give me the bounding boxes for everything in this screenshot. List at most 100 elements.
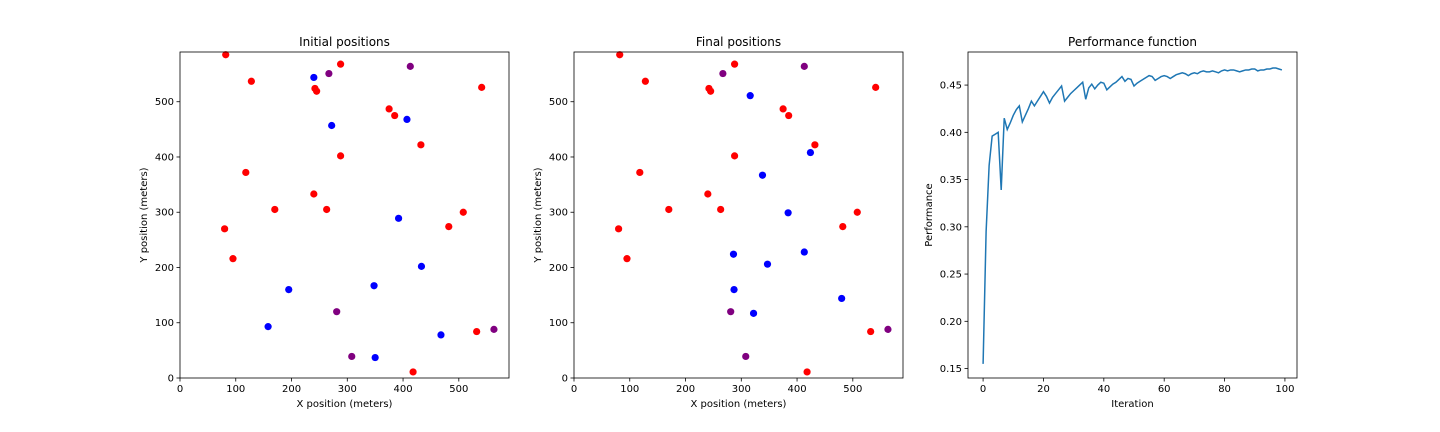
axes-frame xyxy=(967,51,1298,379)
x-axis-label: X position (meters) xyxy=(297,399,393,410)
red-point xyxy=(247,77,255,85)
red-point xyxy=(811,141,819,149)
red-point xyxy=(222,51,230,59)
x-tick-label: 100 xyxy=(620,384,639,395)
blue-point xyxy=(758,171,767,179)
blue-point xyxy=(371,353,379,362)
plot-title: Performance function xyxy=(1068,35,1197,49)
x-tick-label: 400 xyxy=(788,384,807,395)
y-tick-label: 200 xyxy=(155,263,174,274)
blue-point xyxy=(310,73,318,82)
y-tick-label: 0.40 xyxy=(940,128,962,139)
purple-point xyxy=(742,352,750,361)
y-axis-label: Performance xyxy=(924,183,935,246)
y-tick-label: 100 xyxy=(549,318,568,329)
red-point xyxy=(417,141,425,149)
y-tick-label: 400 xyxy=(155,152,174,163)
y-tick-label: 300 xyxy=(155,208,174,219)
x-tick-label: 0 xyxy=(177,384,183,395)
y-tick-label: 300 xyxy=(549,208,568,219)
x-axis-label: Iteration xyxy=(1111,399,1153,410)
red-point xyxy=(641,77,649,85)
x-tick-label: 40 xyxy=(1097,384,1110,395)
blue-point xyxy=(763,260,772,268)
red-point xyxy=(478,83,486,91)
blue-point xyxy=(746,92,754,100)
x-tick-label: 80 xyxy=(1218,384,1231,395)
red-point xyxy=(785,111,793,120)
red-point xyxy=(717,205,725,214)
purple-point xyxy=(490,325,498,333)
blue-point xyxy=(838,294,846,303)
x-tick-label: 100 xyxy=(1275,384,1294,395)
x-tick-label: 100 xyxy=(226,384,245,395)
purple-point xyxy=(348,352,356,361)
purple-point xyxy=(727,308,735,316)
purple-point xyxy=(719,69,727,78)
blue-point xyxy=(437,331,445,339)
y-tick-label: 100 xyxy=(155,318,174,329)
red-point xyxy=(730,152,739,160)
x-tick-label: 400 xyxy=(394,384,413,395)
subplot-initial-positions: Initial positions X position (meters) Y … xyxy=(139,35,510,410)
x-tick-label: 300 xyxy=(338,384,357,395)
x-tick-label: 500 xyxy=(449,384,468,395)
blue-point xyxy=(264,323,272,331)
y-tick-label: 500 xyxy=(155,97,174,108)
axes-frame xyxy=(179,51,510,379)
blue-point xyxy=(394,214,403,222)
axes-frame xyxy=(573,51,904,379)
blue-point xyxy=(729,250,738,258)
y-tick-label: 0.20 xyxy=(940,317,962,328)
y-tick-label: 0.35 xyxy=(940,175,962,186)
x-axis-label: X position (meters) xyxy=(691,399,787,410)
red-point xyxy=(853,208,861,216)
subplot-final-positions: Final positions X position (meters) Y po… xyxy=(533,35,904,410)
red-point xyxy=(385,105,393,113)
blue-point xyxy=(417,262,426,270)
red-point xyxy=(445,223,453,231)
blue-point xyxy=(806,148,815,157)
y-axis-label: Y position (meters) xyxy=(533,167,544,263)
red-point xyxy=(704,190,712,198)
purple-point xyxy=(406,62,414,70)
red-point xyxy=(271,205,279,214)
blue-point xyxy=(370,282,378,290)
x-tick-label: 60 xyxy=(1158,384,1171,395)
red-point xyxy=(323,205,331,214)
y-tick-label: 0 xyxy=(562,374,568,385)
purple-point xyxy=(333,308,341,316)
blue-point xyxy=(749,309,758,317)
y-tick-label: 0.45 xyxy=(940,81,962,92)
red-point xyxy=(665,205,673,214)
x-tick-label: 0 xyxy=(980,384,986,395)
red-point xyxy=(803,368,811,376)
y-tick-label: 0.25 xyxy=(940,270,962,281)
plot-title: Initial positions xyxy=(299,35,390,49)
red-point xyxy=(313,87,321,95)
red-point xyxy=(229,255,237,263)
y-tick-label: 400 xyxy=(549,152,568,163)
red-point xyxy=(242,168,250,177)
red-point xyxy=(221,225,229,233)
blue-point xyxy=(328,121,336,130)
blue-point xyxy=(285,285,293,294)
red-point xyxy=(867,327,875,336)
blue-point xyxy=(403,115,411,124)
red-point xyxy=(730,60,739,68)
y-tick-label: 0 xyxy=(168,374,174,385)
red-point xyxy=(409,368,417,376)
x-tick-label: 300 xyxy=(732,384,751,395)
x-tick-label: 20 xyxy=(1037,384,1050,395)
red-point xyxy=(391,111,399,120)
y-tick-label: 0.15 xyxy=(940,364,962,375)
blue-point xyxy=(784,209,792,217)
x-tick-label: 200 xyxy=(282,384,301,395)
x-tick-label: 0 xyxy=(571,384,577,395)
red-point xyxy=(615,225,623,233)
y-tick-label: 500 xyxy=(549,97,568,108)
plot-title: Final positions xyxy=(696,35,781,49)
red-point xyxy=(707,87,715,95)
